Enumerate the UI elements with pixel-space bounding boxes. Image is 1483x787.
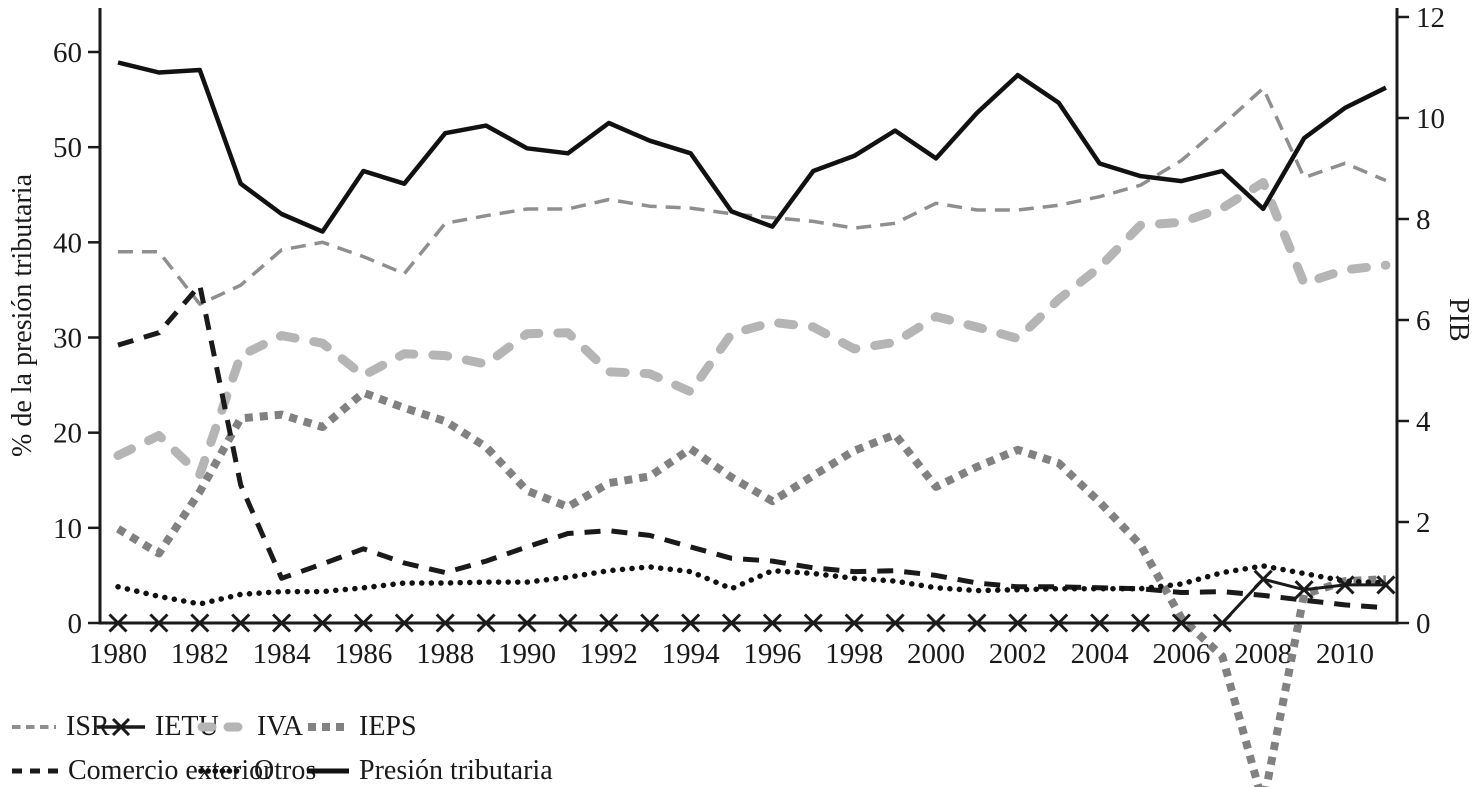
x-marker-icon — [1335, 575, 1355, 595]
x-marker-icon — [885, 613, 905, 633]
x-axis-tick-label: 1994 — [662, 638, 721, 670]
x-axis-tick-label: 1990 — [498, 638, 556, 670]
comercio-exterior-line-swatch-icon — [12, 768, 58, 774]
x-marker-icon — [681, 613, 701, 633]
x-marker-icon — [190, 613, 210, 633]
x-axis-tick-label: 1986 — [334, 638, 392, 670]
x-axis-tick-label: 2008 — [1234, 638, 1292, 670]
x-axis-tick-label: 2006 — [1152, 638, 1210, 670]
right-axis-tick-label: 10 — [1416, 103, 1445, 135]
x-marker-icon — [1294, 580, 1314, 600]
series-line-isr — [118, 86, 1387, 306]
x-marker-icon — [231, 613, 251, 633]
series-line-otros — [115, 563, 1389, 607]
x-marker-icon — [517, 613, 537, 633]
left-axis-tick-label: 30 — [53, 322, 82, 354]
right-axis-tick-label: 8 — [1416, 204, 1431, 236]
x-marker-icon — [353, 613, 373, 633]
series-line-iva — [113, 177, 1391, 479]
x-marker-icon — [762, 613, 782, 633]
right-axis-tick-label: 6 — [1416, 305, 1431, 337]
left-axis-tick-label: 20 — [53, 418, 82, 450]
legend-item-iva: IVA — [197, 712, 303, 742]
x-axis-tick-label: 1992 — [580, 638, 638, 670]
left-axis-tick-label: 0 — [68, 608, 83, 640]
isr-line-swatch-icon — [12, 725, 56, 729]
x-axis-tick-label: 1998 — [825, 638, 883, 670]
x-marker-icon — [149, 613, 169, 633]
right-axis-tick-label: 0 — [1416, 608, 1431, 640]
legend-label: Otros — [254, 755, 317, 786]
legend-label: IEPS — [359, 711, 417, 742]
x-axis-tick-label: 1984 — [253, 638, 312, 670]
x-marker-icon — [1130, 613, 1151, 633]
series-line-ieps — [115, 388, 1387, 787]
x-axis-tick-label: 1988 — [416, 638, 474, 670]
left-axis-tick-label: 50 — [53, 132, 82, 164]
x-axis-tick-label: 1996 — [743, 638, 801, 670]
legend-label: Presión tributaria — [359, 755, 553, 786]
x-axis-tick-label: 2010 — [1316, 638, 1374, 670]
x-marker-icon — [1376, 575, 1396, 595]
x-marker-icon — [926, 613, 946, 633]
left-axis-tick-label: 10 — [53, 513, 82, 545]
ietu-line-swatch-icon — [97, 718, 145, 736]
legend-item-isr: ISR — [12, 712, 110, 742]
x-axis-tick-label: 2004 — [1071, 638, 1130, 670]
legend-label: IVA — [257, 711, 304, 742]
iva-line-swatch-icon — [197, 722, 247, 732]
x-marker-icon — [803, 613, 823, 633]
otros-line-swatch-icon — [198, 768, 244, 774]
x-marker-icon — [967, 613, 987, 633]
series-line-ietu — [118, 577, 1386, 625]
right-axis-title: PIB — [1443, 298, 1474, 342]
ieps-line-swatch-icon — [308, 723, 348, 731]
x-marker-icon — [312, 613, 333, 633]
x-marker-icon — [1212, 613, 1232, 633]
x-marker-icon — [108, 613, 128, 633]
x-marker-icon — [558, 613, 578, 633]
x-marker-icon — [1008, 613, 1028, 633]
x-marker-icon — [1253, 569, 1273, 589]
legend-item-otros: Otros — [198, 756, 316, 786]
right-axis-tick-label: 12 — [1416, 2, 1445, 34]
x-marker-icon — [844, 613, 864, 633]
x-marker-icon — [599, 613, 619, 633]
x-marker-icon — [476, 613, 496, 633]
x-marker-icon — [435, 613, 455, 633]
legend-item-presion-tributaria: Presión tributaria — [307, 756, 553, 786]
x-marker-icon — [1090, 613, 1110, 633]
x-axis-tick-label: 2000 — [907, 638, 965, 670]
left-axis-tick-label: 40 — [53, 227, 82, 259]
left-axis-title: % de la presión tributaria — [7, 173, 38, 457]
x-axis-tick-label: 1982 — [171, 638, 229, 670]
x-marker-icon — [394, 613, 414, 633]
legend-item-ieps: IEPS — [307, 712, 417, 742]
x-marker-icon — [640, 613, 660, 633]
x-axis-tick-label: 1980 — [89, 638, 147, 670]
x-marker-icon — [721, 613, 742, 633]
right-axis-tick-label: 4 — [1416, 406, 1431, 438]
x-axis-tick-label: 2002 — [989, 638, 1047, 670]
x-marker-icon — [1049, 613, 1069, 633]
series-line-presión-tributaria — [117, 60, 1387, 234]
presion-tributaria-line-swatch-icon — [307, 768, 349, 774]
right-axis-tick-label: 2 — [1416, 507, 1431, 539]
series-line-comercio-exterior — [117, 282, 1387, 611]
x-marker-icon — [272, 613, 292, 633]
left-axis-tick-label: 60 — [53, 37, 82, 69]
x-marker-icon — [1171, 613, 1191, 633]
